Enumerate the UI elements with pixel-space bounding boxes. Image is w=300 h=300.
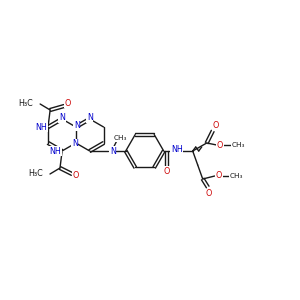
Text: O: O: [65, 98, 71, 107]
Text: O: O: [164, 167, 170, 176]
Text: N: N: [59, 113, 65, 122]
Text: O: O: [217, 140, 223, 149]
Text: NH: NH: [35, 122, 47, 131]
Text: O: O: [215, 172, 222, 181]
Text: NH: NH: [49, 146, 61, 155]
Text: CH₃: CH₃: [114, 135, 128, 141]
Text: N: N: [72, 140, 78, 148]
Text: CH₃: CH₃: [230, 173, 244, 179]
Text: O: O: [212, 122, 219, 130]
Text: O: O: [73, 172, 79, 181]
Text: H₃C: H₃C: [28, 169, 43, 178]
Text: NH: NH: [171, 146, 183, 154]
Text: CH₃: CH₃: [232, 142, 245, 148]
Text: N: N: [87, 113, 93, 122]
Text: H₃C: H₃C: [18, 100, 33, 109]
Text: N: N: [74, 122, 80, 130]
Text: N: N: [110, 146, 116, 155]
Text: O: O: [206, 190, 212, 199]
